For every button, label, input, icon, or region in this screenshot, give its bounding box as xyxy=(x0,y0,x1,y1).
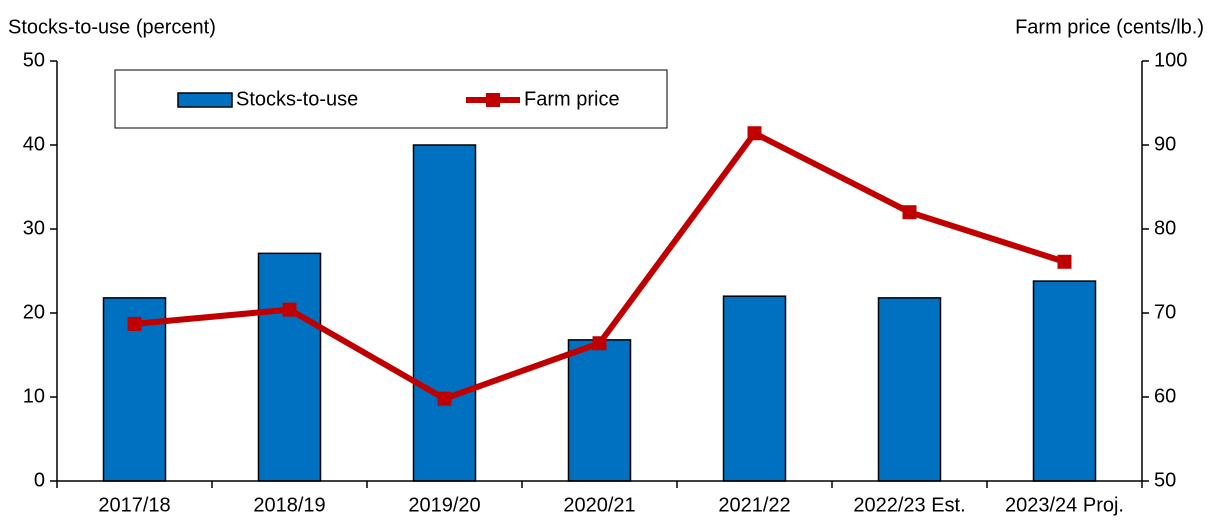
y-axis-title: Stocks-to-use (percent) xyxy=(8,16,216,38)
legend-marker xyxy=(486,93,500,107)
bar xyxy=(412,144,477,482)
y-tick-label: 10 xyxy=(23,385,45,407)
bar xyxy=(1032,280,1097,482)
y-tick-label: 0 xyxy=(34,469,45,491)
y2-tick-label: 70 xyxy=(1154,301,1176,323)
legend-label: Stocks-to-use xyxy=(236,88,358,110)
y2-tick-label: 80 xyxy=(1154,217,1176,239)
legend-swatch xyxy=(177,92,233,108)
x-tick-label: 2020/21 xyxy=(563,494,635,516)
x-tick-label: 2021/22 xyxy=(718,494,790,516)
line-marker xyxy=(902,205,917,220)
x-tick-label: 2022/23 Est. xyxy=(853,494,965,516)
line-marker xyxy=(747,126,762,141)
x-tick-label: 2023/24 Proj. xyxy=(1005,494,1124,516)
line-marker xyxy=(127,316,142,331)
bar xyxy=(722,295,787,482)
x-tick-label: 2018/19 xyxy=(253,494,325,516)
y2-tick-label: 100 xyxy=(1154,49,1187,71)
line-marker xyxy=(1057,254,1072,269)
x-tick-label: 2019/20 xyxy=(408,494,480,516)
bar xyxy=(567,339,632,482)
y-tick-label: 50 xyxy=(23,49,45,71)
y2-tick-label: 50 xyxy=(1154,469,1176,491)
y-tick-label: 30 xyxy=(23,217,45,239)
bar xyxy=(257,252,322,482)
y2-tick-label: 60 xyxy=(1154,385,1176,407)
line-marker xyxy=(437,391,452,406)
line-marker xyxy=(282,302,297,317)
y-tick-label: 20 xyxy=(23,301,45,323)
y-tick-label: 40 xyxy=(23,133,45,155)
bar xyxy=(877,297,942,482)
legend-label: Farm price xyxy=(524,88,620,110)
y2-tick-label: 90 xyxy=(1154,133,1176,155)
line-marker xyxy=(592,336,607,351)
x-tick-label: 2017/18 xyxy=(98,494,170,516)
y2-axis-title: Farm price (cents/lb.) xyxy=(1015,16,1204,38)
